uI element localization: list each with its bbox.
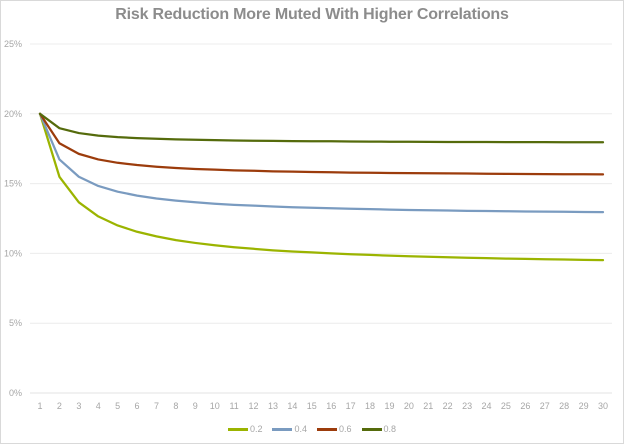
x-tick-label: 30 xyxy=(598,401,608,411)
x-tick-label: 21 xyxy=(423,401,433,411)
x-tick-label: 8 xyxy=(173,401,178,411)
x-tick-label: 17 xyxy=(346,401,356,411)
legend-label: 0.4 xyxy=(294,424,307,434)
x-tick-label: 14 xyxy=(287,401,297,411)
x-tick-label: 26 xyxy=(520,401,530,411)
y-tick-label: 20% xyxy=(4,109,22,119)
x-tick-label: 28 xyxy=(559,401,569,411)
x-tick-label: 7 xyxy=(154,401,159,411)
x-tick-label: 29 xyxy=(579,401,589,411)
x-tick-label: 20 xyxy=(404,401,414,411)
y-tick-label: 5% xyxy=(9,318,22,328)
y-tick-label: 15% xyxy=(4,179,22,189)
y-tick-label: 0% xyxy=(9,388,22,398)
legend-swatch xyxy=(317,427,337,431)
x-tick-label: 10 xyxy=(210,401,220,411)
series-line-0-6 xyxy=(38,112,605,176)
legend-label: 0.2 xyxy=(249,424,263,434)
x-tick-label: 19 xyxy=(384,401,394,411)
x-tick-label: 3 xyxy=(76,401,81,411)
series-line-0-2 xyxy=(38,112,605,262)
x-tick-label: 11 xyxy=(229,401,238,411)
legend-label: 0.6 xyxy=(339,424,352,434)
legend-swatch xyxy=(272,427,293,431)
legend-swatch xyxy=(361,427,382,431)
y-tick-label: 10% xyxy=(4,248,22,258)
x-tick-label: 25 xyxy=(501,401,511,411)
x-tick-label: 13 xyxy=(268,401,278,411)
x-tick-label: 6 xyxy=(135,401,140,411)
x-tick-label: 12 xyxy=(249,401,259,411)
legend-label: 0.8 xyxy=(383,424,397,434)
x-tick-label: 16 xyxy=(326,401,336,411)
legend-item: 0.4 xyxy=(272,424,307,434)
chart-title: Risk Reduction More Muted With Higher Co… xyxy=(115,6,509,23)
x-tick-label: 15 xyxy=(307,401,317,411)
y-tick-label: 25% xyxy=(4,39,22,49)
legend-item: 0.6 xyxy=(317,424,352,434)
x-tick-label: 5 xyxy=(115,401,120,411)
series-line-0-8 xyxy=(38,112,605,144)
x-tick-label: 23 xyxy=(462,401,472,411)
x-tick-label: 22 xyxy=(443,401,453,411)
legend-item: 0.2 xyxy=(227,424,263,434)
x-tick-label: 1 xyxy=(37,401,42,411)
series-line-0-4 xyxy=(38,112,605,214)
x-tick-label: 27 xyxy=(540,401,550,411)
x-tick-label: 2 xyxy=(57,401,62,411)
legend-item: 0.8 xyxy=(361,424,397,434)
x-tick-label: 18 xyxy=(365,401,375,411)
x-tick-label: 24 xyxy=(482,401,492,411)
x-tick-label: 9 xyxy=(193,401,198,411)
legend: 0.2 0.4 0.6 0.8 xyxy=(0,424,624,434)
x-tick-label: 4 xyxy=(96,401,101,411)
legend-swatch xyxy=(227,427,248,431)
